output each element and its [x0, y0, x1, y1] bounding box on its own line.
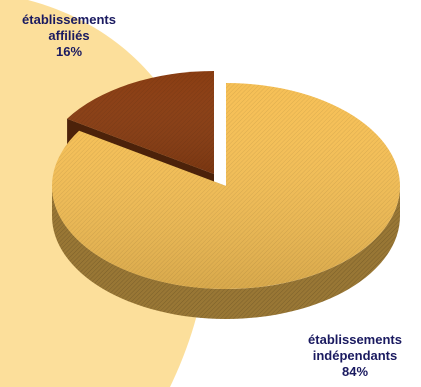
pie-slice-side-hatch-independants-0: [52, 186, 400, 319]
data-label-affilies-pct: 16%: [55, 44, 83, 59]
data-label-independants-line2: indépendants: [312, 348, 398, 363]
data-label-independants-line1: établissements: [308, 332, 402, 347]
pie-tops: [51, 71, 401, 289]
data-label-independants-pct: 84%: [341, 364, 369, 379]
data-label-independants: établissements indépendants 84%: [290, 332, 420, 380]
pie-slice-shade-affilies: [67, 71, 214, 174]
data-label-affilies: établissements affiliés 16%: [4, 12, 134, 60]
pie-slice-shade-independants: [51, 83, 401, 289]
data-label-affilies-line1: établissements: [22, 12, 116, 27]
data-label-affilies-line2: affiliés: [48, 28, 90, 43]
